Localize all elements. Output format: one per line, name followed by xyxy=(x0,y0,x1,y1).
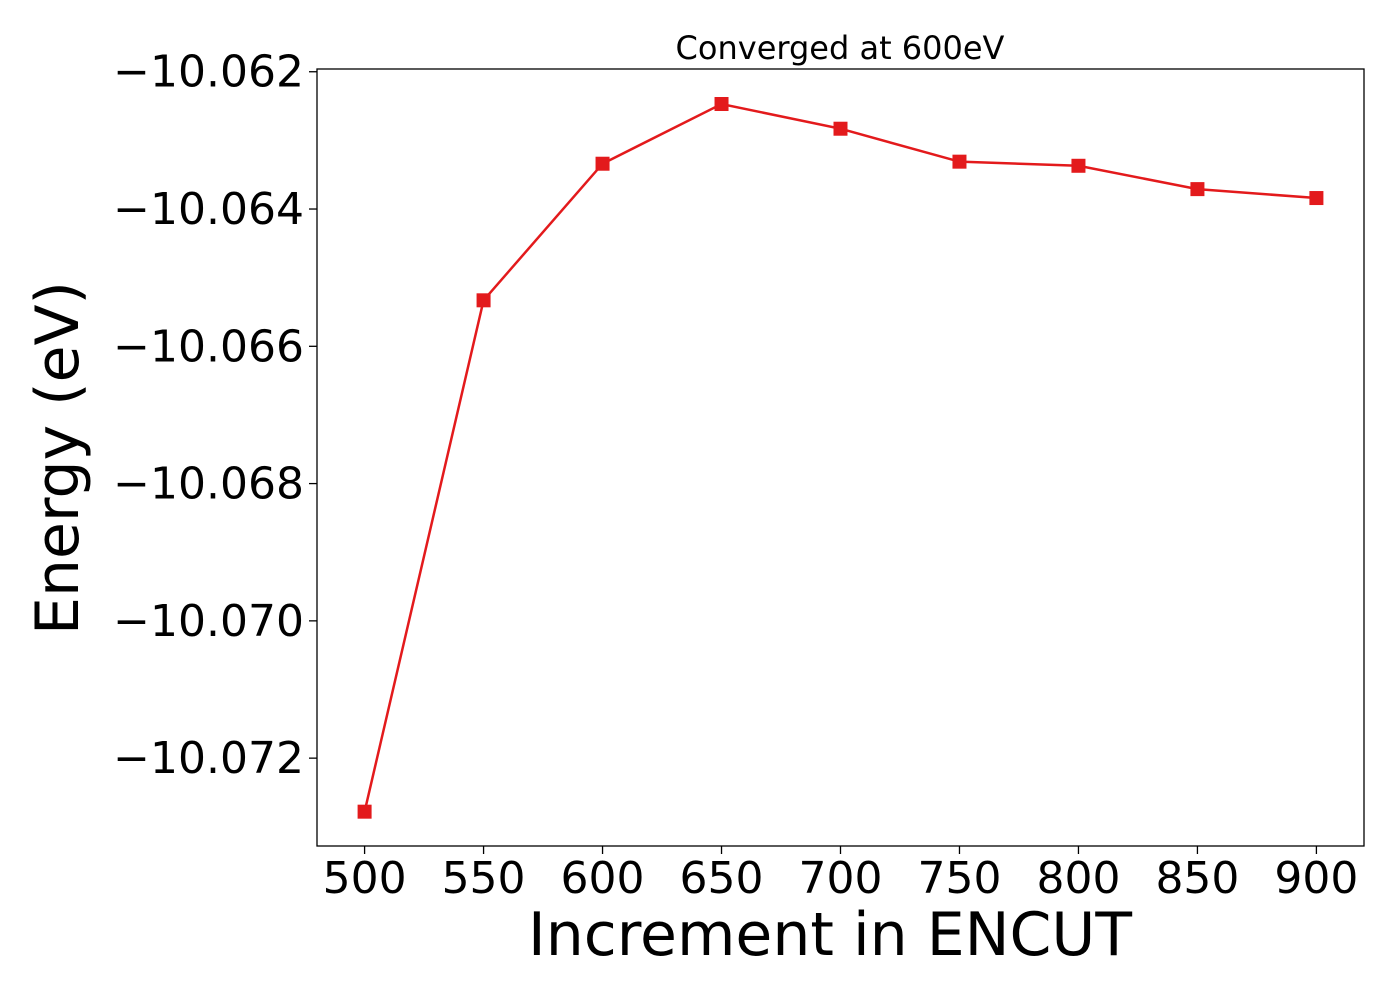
x-tick-label: 850 xyxy=(1155,853,1239,904)
x-tick-label: 700 xyxy=(799,853,883,904)
y-tick-label: −10.068 xyxy=(113,459,304,510)
data-point-marker xyxy=(952,154,967,169)
data-point-marker xyxy=(833,121,848,136)
plot-frame xyxy=(316,68,1365,847)
data-point-marker xyxy=(714,97,729,112)
y-tick-label: −10.062 xyxy=(113,47,304,98)
data-point-marker xyxy=(595,156,610,171)
data-point-marker xyxy=(1309,191,1324,206)
y-axis-label: Energy (eV) xyxy=(23,281,93,635)
x-tick-label: 900 xyxy=(1274,853,1358,904)
y-tick-label: −10.070 xyxy=(113,596,304,647)
plot-area: 500 550 600 650 700 750 800 850 900 −10.062 −10.06… xyxy=(113,47,1365,904)
data-point-marker xyxy=(476,293,491,308)
y-tick-label: −10.066 xyxy=(113,321,304,372)
x-tick-label: 550 xyxy=(442,853,526,904)
x-tick-label: 750 xyxy=(917,853,1001,904)
x-tick-label: 600 xyxy=(561,853,645,904)
chart-title: Converged at 600eV xyxy=(676,29,1005,67)
x-tick-label: 500 xyxy=(323,853,407,904)
data-point-marker xyxy=(1190,182,1205,197)
x-axis-label: Increment in ENCUT xyxy=(528,900,1132,970)
x-tick-label: 800 xyxy=(1036,853,1120,904)
data-point-marker xyxy=(1071,158,1086,173)
x-tick-label: 650 xyxy=(680,853,764,904)
series-line xyxy=(363,102,1317,812)
y-tick-label: −10.072 xyxy=(113,733,304,784)
data-point-marker xyxy=(357,804,372,819)
y-tick-label: −10.064 xyxy=(113,184,304,235)
